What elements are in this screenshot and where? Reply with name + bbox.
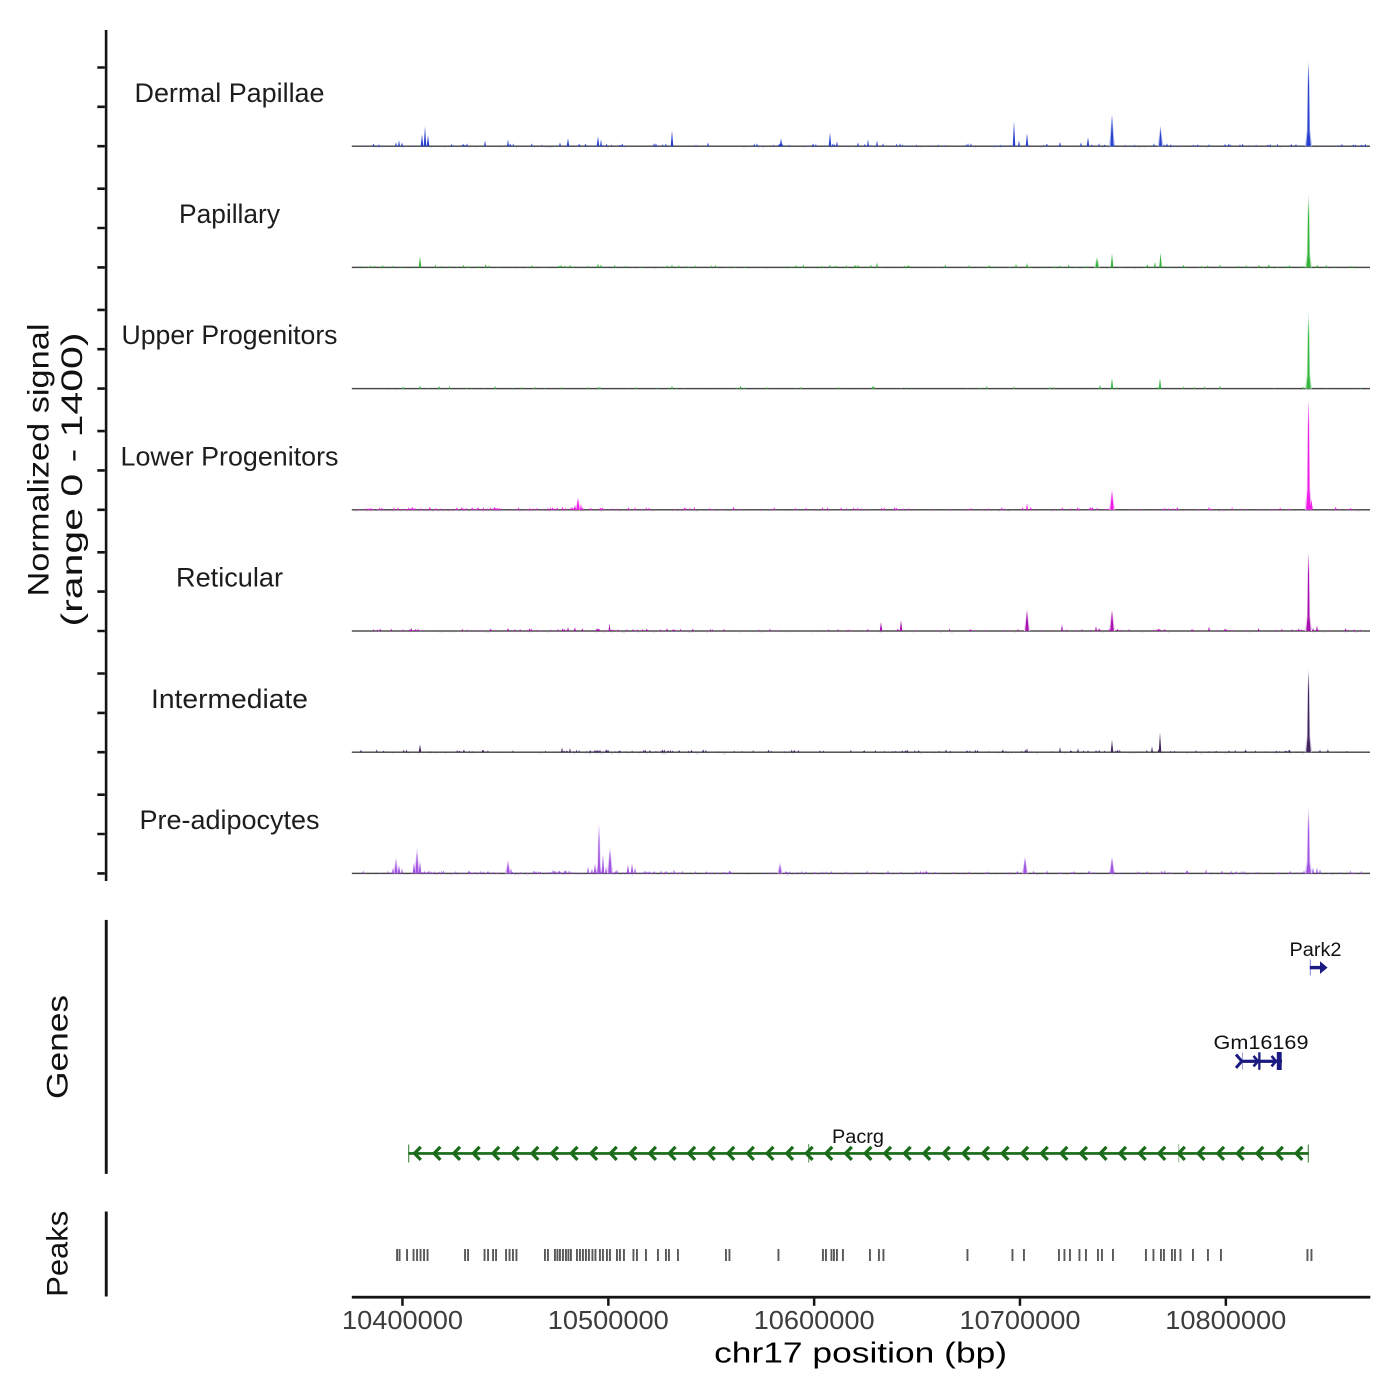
svg-text:(range 0 - 1400): (range 0 - 1400) (56, 333, 89, 627)
svg-text:10400000: 10400000 (342, 1307, 463, 1335)
svg-text:10500000: 10500000 (548, 1307, 669, 1335)
svg-text:Lower Progenitors: Lower Progenitors (121, 441, 339, 471)
svg-text:Gm16169: Gm16169 (1214, 1033, 1309, 1054)
svg-text:Papillary: Papillary (179, 199, 280, 229)
svg-text:10700000: 10700000 (960, 1307, 1081, 1335)
svg-text:Genes: Genes (41, 995, 74, 1099)
svg-text:chr17 position (bp): chr17 position (bp) (714, 1338, 1007, 1370)
svg-text:10600000: 10600000 (754, 1307, 875, 1335)
svg-text:Pacrg: Pacrg (832, 1127, 884, 1148)
svg-text:Normalized signal: Normalized signal (23, 324, 56, 597)
svg-text:Peaks: Peaks (41, 1211, 74, 1297)
svg-text:Reticular: Reticular (176, 563, 283, 593)
svg-text:Dermal Papillae: Dermal Papillae (135, 78, 325, 108)
svg-text:Intermediate: Intermediate (151, 684, 308, 714)
svg-text:Park2: Park2 (1290, 940, 1342, 961)
svg-text:Pre-adipocytes: Pre-adipocytes (140, 805, 320, 835)
svg-text:Upper Progenitors: Upper Progenitors (122, 320, 338, 350)
svg-text:10800000: 10800000 (1165, 1307, 1286, 1335)
